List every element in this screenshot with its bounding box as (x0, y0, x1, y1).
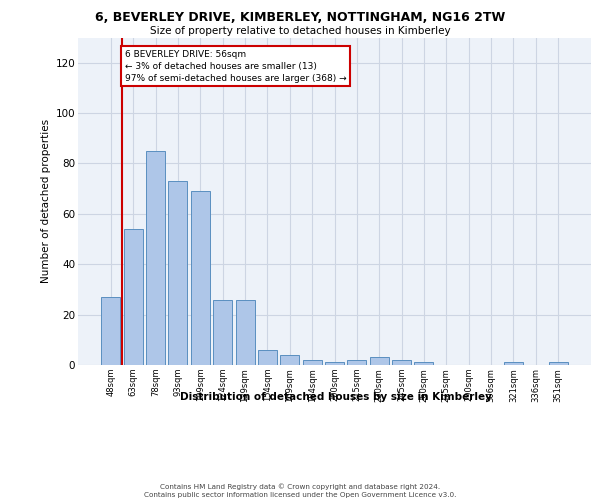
Y-axis label: Number of detached properties: Number of detached properties (41, 119, 52, 284)
Bar (325, 362, 344, 365)
Bar (236, 300, 254, 365)
Bar (191, 191, 210, 365)
Bar (347, 360, 367, 365)
Text: 6, BEVERLEY DRIVE, KIMBERLEY, NOTTINGHAM, NG16 2TW: 6, BEVERLEY DRIVE, KIMBERLEY, NOTTINGHAM… (95, 11, 505, 24)
Bar (302, 360, 322, 365)
Bar (370, 358, 389, 365)
Bar (548, 362, 568, 365)
Bar (101, 297, 121, 365)
Bar (258, 350, 277, 365)
Bar (280, 355, 299, 365)
Bar (213, 300, 232, 365)
Bar (504, 362, 523, 365)
Bar (124, 229, 143, 365)
Bar (392, 360, 411, 365)
Bar (146, 151, 165, 365)
Bar (415, 362, 433, 365)
Text: 6 BEVERLEY DRIVE: 56sqm
← 3% of detached houses are smaller (13)
97% of semi-det: 6 BEVERLEY DRIVE: 56sqm ← 3% of detached… (125, 50, 346, 82)
Text: Contains HM Land Registry data © Crown copyright and database right 2024.
Contai: Contains HM Land Registry data © Crown c… (144, 484, 456, 498)
Bar (169, 181, 187, 365)
Text: Size of property relative to detached houses in Kimberley: Size of property relative to detached ho… (149, 26, 451, 36)
Text: Distribution of detached houses by size in Kimberley: Distribution of detached houses by size … (180, 392, 492, 402)
